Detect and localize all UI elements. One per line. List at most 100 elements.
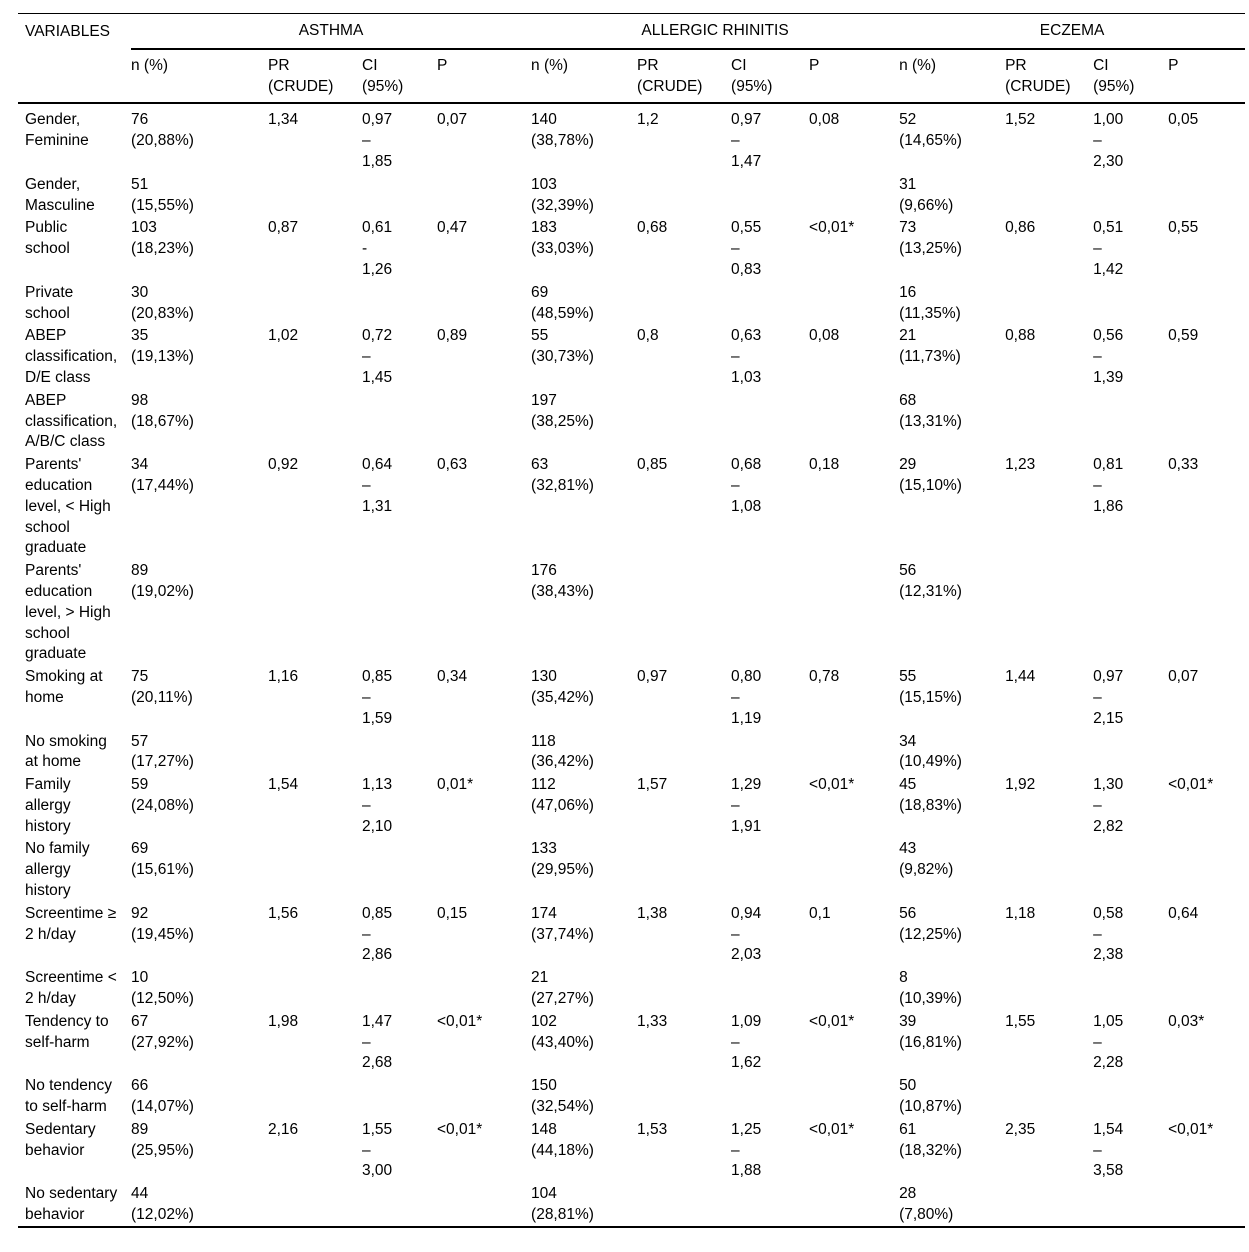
- row-variable: No sedentary behavior: [25, 1185, 118, 1224]
- table-cell: 51 (15,55%): [131, 175, 194, 214]
- row-variable: Tendency to self-harm: [25, 1012, 109, 1051]
- column-header: n (%): [131, 48, 268, 105]
- table-cell: [637, 389, 731, 453]
- table-cell: [1005, 1074, 1093, 1118]
- table-cell: [731, 837, 809, 901]
- row-variable: Screentime < 2 h/day: [25, 969, 117, 1008]
- table-cell: [809, 1182, 899, 1227]
- row-variable: Gender, Feminine: [25, 111, 89, 150]
- row-variable: Sedentary behavior: [25, 1120, 96, 1159]
- table-cell: 0,61 - 1,26: [362, 219, 393, 278]
- table-cell: 103 (32,39%): [531, 175, 594, 214]
- table-cell: 1,25 – 1,88: [731, 1120, 762, 1180]
- table-cell: [637, 966, 731, 1010]
- column-header: CI (95%): [1093, 48, 1169, 105]
- table-cell: [809, 389, 899, 453]
- table-cell: [362, 1074, 437, 1118]
- table-cell: [437, 559, 531, 665]
- table-cell: 0,33: [1168, 456, 1199, 474]
- table-cell: [437, 1182, 531, 1227]
- table-cell: [731, 389, 809, 453]
- table-cell: <0,01*: [1168, 1120, 1214, 1138]
- table-cell: 31 (9,66%): [899, 175, 954, 214]
- table-cell: 55 (30,73%): [531, 327, 594, 366]
- table-cell: [268, 559, 362, 665]
- table-cell: [731, 173, 809, 217]
- group-header-allergic-rhinitis: ALLERGIC RHINITIS: [531, 13, 900, 50]
- table-cell: 0,64 – 1,31: [362, 456, 393, 515]
- table-cell: [1005, 966, 1093, 1010]
- table-row: ABEP classification, A/B/C class 98 (18,6…: [18, 389, 1245, 453]
- row-variable: No smoking at home: [25, 732, 107, 771]
- table-cell: 0,58 – 2,38: [1093, 904, 1124, 964]
- table-cell: 133 (29,95%): [531, 840, 594, 879]
- table-cell: 0,56 – 1,39: [1093, 327, 1124, 386]
- table-cell: [362, 966, 437, 1010]
- table-cell: 0,03*: [1168, 1012, 1205, 1030]
- table-cell: 0,85 – 1,59: [362, 668, 393, 727]
- table-cell: 104 (28,81%): [531, 1185, 594, 1224]
- table-cell: [1093, 730, 1168, 774]
- table-cell: 10 (12,50%): [131, 969, 194, 1008]
- table-cell: 45 (18,83%): [899, 776, 962, 814]
- table-cell: 0,59: [1168, 327, 1199, 345]
- column-header: CI (95%): [362, 48, 437, 105]
- table-cell: [1168, 389, 1245, 453]
- table-cell: 34 (10,49%): [899, 732, 962, 771]
- table-cell: [362, 730, 437, 774]
- table-cell: 68 (13,31%): [899, 391, 962, 430]
- table-cell: [268, 1182, 362, 1227]
- table-cell: 2,35: [1005, 1120, 1036, 1138]
- table-cell: 148 (44,18%): [531, 1120, 594, 1159]
- table-cell: 34 (17,44%): [131, 456, 194, 494]
- table-cell: [809, 730, 899, 774]
- table-cell: [1093, 1074, 1168, 1118]
- table-cell: 174 (37,74%): [531, 904, 594, 943]
- table-cell: [637, 837, 731, 901]
- table-cell: 8 (10,39%): [899, 969, 962, 1008]
- table-cell: [437, 281, 531, 325]
- table-cell: [1093, 1182, 1168, 1227]
- table-cell: [1168, 559, 1245, 665]
- table-cell: 0,05: [1168, 111, 1199, 129]
- table-cell: [362, 559, 437, 665]
- table-row: Gender, Feminine 76 (20,88%) 1,34 0,97 – 1,…: [18, 103, 1245, 172]
- table-cell: 140 (38,78%): [531, 111, 594, 150]
- table-cell: [268, 281, 362, 325]
- table-row: Family allergy history 59 (24,08%) 1,54 1,1…: [18, 773, 1245, 837]
- table-cell: 98 (18,67%): [131, 391, 194, 430]
- table-cell: 1,54: [268, 776, 299, 794]
- table-cell: 0,85: [637, 456, 668, 474]
- table-cell: [268, 966, 362, 1010]
- table-row: Private school 30 (20,83%) 69 (48,59%) 16 (…: [18, 281, 1245, 325]
- table-cell: 0,63: [437, 456, 468, 474]
- table-cell: 29 (15,10%): [899, 456, 962, 494]
- table-cell: 0,97: [637, 668, 668, 686]
- table-cell: [637, 1074, 731, 1118]
- table-cell: 0,68 – 1,08: [731, 456, 762, 515]
- table-cell: 1,38: [637, 904, 668, 922]
- row-variable: No family allergy history: [25, 840, 90, 900]
- table-cell: 1,2: [637, 111, 659, 129]
- row-variable: Parents' education level, < High school …: [25, 456, 111, 557]
- column-header: n (%): [531, 48, 638, 105]
- table-cell: 35 (19,13%): [131, 327, 194, 366]
- table-cell: 0,1: [809, 904, 831, 922]
- table-cell: 21 (27,27%): [531, 969, 594, 1008]
- table-cell: 1,57: [637, 776, 668, 794]
- table-cell: [731, 281, 809, 325]
- table-cell: 1,52: [1005, 111, 1036, 129]
- table-cell: [731, 559, 809, 665]
- table-cell: 0,85 – 2,86: [362, 904, 393, 964]
- prevalence-ratio-table: VARIABLES ASTHMA ALLERGIC RHINITIS ECZEM…: [18, 13, 1246, 1228]
- table-cell: 112 (47,06%): [531, 776, 594, 814]
- group-header-asthma: ASTHMA: [131, 13, 532, 50]
- table-cell: [362, 837, 437, 901]
- table-cell: [1168, 173, 1245, 217]
- table-cell: [268, 730, 362, 774]
- table-cell: 0,18: [809, 456, 840, 474]
- table-cell: [731, 730, 809, 774]
- table-cell: 2,16: [268, 1120, 299, 1138]
- table-cell: 0,97 – 1,85: [362, 111, 393, 170]
